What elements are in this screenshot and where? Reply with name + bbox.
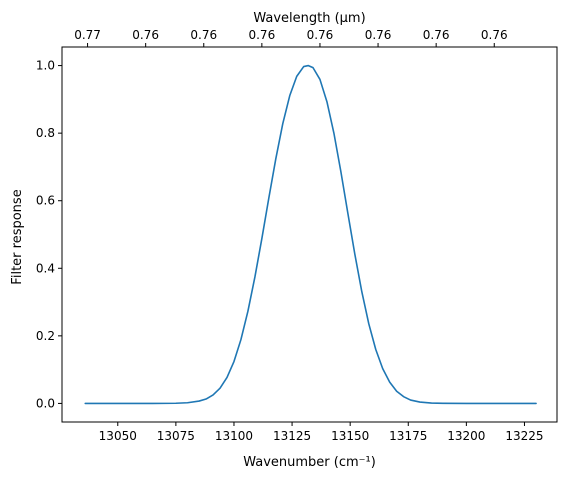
y-tick-label-1: 0.2 <box>36 329 55 343</box>
x-tick-label-6: 13200 <box>447 429 485 443</box>
top-tick-label-5: 0.76 <box>365 28 392 42</box>
top-tick-label-6: 0.76 <box>423 28 450 42</box>
secondary-x-axis-label: Wavelength (μm) <box>253 11 365 26</box>
x-tick-label-4: 13150 <box>331 429 369 443</box>
y-axis-label: Filter response <box>10 189 25 284</box>
x-axis-label: Wavenumber (cm⁻¹) <box>243 455 376 470</box>
y-tick-label-3: 0.6 <box>36 194 55 208</box>
x-tick-label-1: 13075 <box>157 429 195 443</box>
top-tick-label-2: 0.76 <box>190 28 217 42</box>
plot-area: 13050 13075 13100 13125 13150 13175 13200 13225… <box>36 28 558 443</box>
top-tick-label-7: 0.76 <box>481 28 508 42</box>
x-tick-label-2: 13100 <box>215 429 253 443</box>
x-tick-label-7: 13225 <box>505 429 543 443</box>
y-tick-label-4: 0.8 <box>36 126 55 140</box>
top-tick-label-3: 0.76 <box>248 28 275 42</box>
top-tick-label-1: 0.76 <box>132 28 159 42</box>
y-tick-label-5: 1.0 <box>36 59 55 73</box>
x-tick-label-3: 13125 <box>273 429 311 443</box>
x-tick-label-0: 13050 <box>99 429 137 443</box>
top-tick-label-0: 0.77 <box>74 28 101 42</box>
x-tick-label-5: 13175 <box>389 429 427 443</box>
y-tick-label-2: 0.4 <box>36 261 55 275</box>
series-line-0 <box>84 64 537 405</box>
plot-frame <box>61 46 558 423</box>
y-tick-label-0: 0.0 <box>36 396 55 410</box>
top-tick-label-4: 0.76 <box>307 28 334 42</box>
